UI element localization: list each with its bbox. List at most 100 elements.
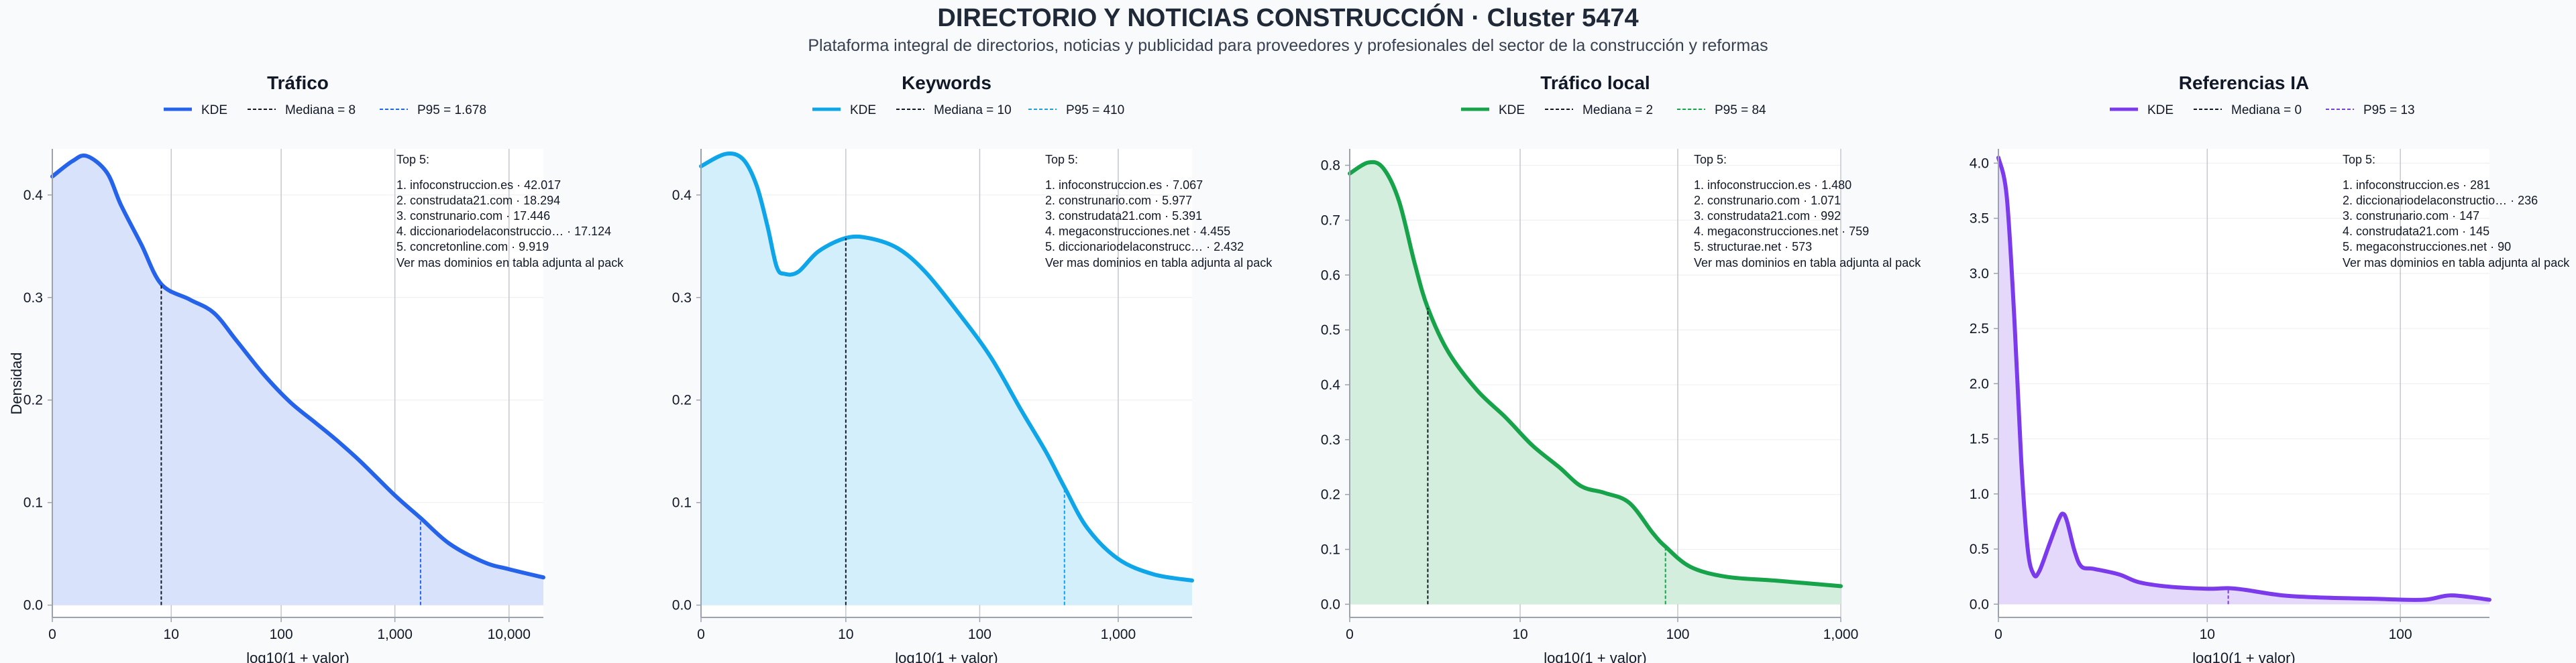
top5-item: 5. diccionariodelaconstrucc… · 2.432 [1045, 240, 1244, 253]
y-tick-label: 0.0 [672, 598, 692, 613]
y-tick-label: 2.5 [1970, 321, 1989, 337]
y-axis-label: Densidad [8, 353, 25, 415]
x-tick-label: 0 [1346, 627, 1354, 642]
x-tick-label: 1,000 [377, 627, 413, 642]
x-tick-label: 1,000 [1823, 627, 1859, 642]
legend-kde-label: KDE [1499, 103, 1525, 117]
top5-footer: Ver mas dominios en tabla adjunta al pac… [396, 256, 624, 269]
kde-line [1348, 160, 1843, 589]
x-axis-label: log10(1 + valor) [246, 650, 349, 663]
top5-item: 4. construdata21.com · 145 [2343, 225, 2489, 238]
top5-item: 4. megaconstrucciones.net · 4.455 [1045, 225, 1230, 238]
x-tick-label: 100 [1666, 627, 1689, 642]
x-tick-label: 100 [270, 627, 293, 642]
y-tick-label: 0.3 [672, 290, 692, 306]
kde-line [1996, 156, 2491, 602]
y-tick-label: 0.4 [1321, 377, 1341, 393]
legend-kde-label: KDE [2147, 103, 2174, 117]
x-tick-label: 10 [838, 627, 853, 642]
page-title: DIRECTORIO Y NOTICIAS CONSTRUCCIÓN · Clu… [937, 4, 1639, 32]
y-tick-label: 0.1 [1321, 542, 1340, 558]
x-tick-label: 1,000 [1101, 627, 1136, 642]
kde-area [701, 154, 1192, 605]
x-tick-label: 0 [1994, 627, 2002, 642]
top5-footer: Ver mas dominios en tabla adjunta al pac… [1045, 256, 1273, 269]
x-tick-label: 10 [1512, 627, 1527, 642]
chart-title: Tráfico [267, 72, 329, 93]
x-axis-label: log10(1 + valor) [2192, 650, 2295, 663]
plot-area [1998, 149, 2489, 617]
x-tick-label: 100 [2389, 627, 2412, 642]
y-tick-label: 0.6 [1321, 267, 1340, 283]
y-tick-label: 0.5 [1970, 542, 1989, 557]
y-tick-label: 0.0 [1970, 597, 1989, 612]
kde-area [52, 155, 543, 605]
y-tick-label: 0.7 [1321, 213, 1340, 228]
y-tick-label: 0.8 [1321, 158, 1340, 174]
top5-item: 1. infoconstruccion.es · 42.017 [396, 178, 561, 192]
y-tick-label: 4.0 [1970, 156, 1989, 171]
top5-item: 5. structurae.net · 573 [1694, 240, 1812, 253]
chart-panel-3: Tráfico local KDE Mediana = 2 P95 = 84 0.0 0.… [1321, 72, 1921, 663]
top5-item: 5. megaconstrucciones.net · 90 [2343, 240, 2511, 253]
y-tick-label: 0.4 [672, 188, 692, 203]
page-subtitle: Plataforma integral de directorios, noti… [808, 36, 1768, 55]
top5-item: 1. infoconstruccion.es · 1.480 [1694, 178, 1851, 192]
y-tick-label: 0.3 [23, 290, 43, 306]
top5-title: Top 5: [1694, 153, 1727, 166]
chart-panel-2: Keywords KDE Mediana = 10 P95 = 410 0.0 0.1 0.… [672, 72, 1273, 663]
top5-title: Top 5: [1045, 153, 1078, 166]
y-tick-label: 0.2 [672, 393, 692, 408]
top5-footer: Ver mas dominios en tabla adjunta al pac… [2343, 256, 2570, 269]
y-tick-label: 3.0 [1970, 266, 1989, 282]
top5-item: 1. infoconstruccion.es · 281 [2343, 178, 2490, 192]
top5-item: 4. megaconstrucciones.net · 759 [1694, 225, 1869, 238]
top5-item: 2. construnario.com · 1.071 [1694, 194, 1841, 207]
top5-item: 1. infoconstruccion.es · 7.067 [1045, 178, 1203, 192]
kde-line [50, 154, 545, 580]
legend-p95-label: P95 = 13 [2363, 103, 2415, 117]
x-tick-label: 0 [48, 627, 56, 642]
top5-item: 3. construnario.com · 147 [2343, 209, 2479, 223]
chart-title: Referencias IA [2179, 72, 2310, 93]
kde-area [1350, 162, 1841, 605]
y-tick-label: 0.4 [23, 188, 44, 203]
legend-median-label: Mediana = 10 [934, 103, 1012, 117]
kde-area [1998, 158, 2489, 605]
top5-title: Top 5: [396, 153, 429, 166]
legend-kde-label: KDE [850, 103, 876, 117]
top5-footer: Ver mas dominios en tabla adjunta al pac… [1694, 256, 1921, 269]
top5-item: 2. construdata21.com · 18.294 [396, 194, 560, 207]
top5-item: 4. diccionariodelaconstruccio… · 17.124 [396, 225, 611, 238]
top5-item: 2. diccionariodelaconstructio… · 236 [2343, 194, 2538, 207]
chart-title: Keywords [902, 72, 991, 93]
kde-line [699, 152, 1194, 583]
x-axis-label: log10(1 + valor) [895, 650, 998, 663]
legend-p95-label: P95 = 410 [1066, 103, 1124, 117]
top5-item: 5. concretonline.com · 9.919 [396, 240, 549, 253]
chart-title: Tráfico local [1540, 72, 1650, 93]
top5-title: Top 5: [2343, 153, 2375, 166]
y-tick-label: 3.5 [1970, 211, 1989, 227]
legend-median-label: Mediana = 8 [285, 103, 356, 117]
y-tick-label: 2.0 [1970, 376, 1989, 391]
chart-panel-4: Referencias IA KDE Mediana = 0 P95 = 13 0.0 0… [1970, 72, 2570, 663]
top5-item: 3. construdata21.com · 5.391 [1045, 209, 1202, 223]
x-tick-label: 100 [968, 627, 991, 642]
legend-p95-label: P95 = 1.678 [417, 103, 486, 117]
top5-item: 2. construnario.com · 5.977 [1045, 194, 1192, 207]
top5-item: 3. construnario.com · 17.446 [396, 209, 550, 223]
legend-median-label: Mediana = 2 [1582, 103, 1653, 117]
y-tick-label: 0.1 [23, 495, 43, 511]
y-tick-label: 0.0 [1321, 597, 1340, 612]
y-tick-label: 0.1 [672, 495, 692, 511]
x-tick-label: 10 [2200, 627, 2215, 642]
legend-p95-label: P95 = 84 [1715, 103, 1766, 117]
y-tick-label: 0.0 [23, 598, 43, 613]
x-tick-label: 10 [164, 627, 179, 642]
chart-panel-1: Tráfico KDE Mediana = 8 P95 = 1.678 0.0 0.1 0.… [23, 72, 624, 663]
y-tick-label: 0.3 [1321, 432, 1340, 448]
y-tick-label: 1.0 [1970, 487, 1989, 502]
x-tick-label: 0 [697, 627, 705, 642]
